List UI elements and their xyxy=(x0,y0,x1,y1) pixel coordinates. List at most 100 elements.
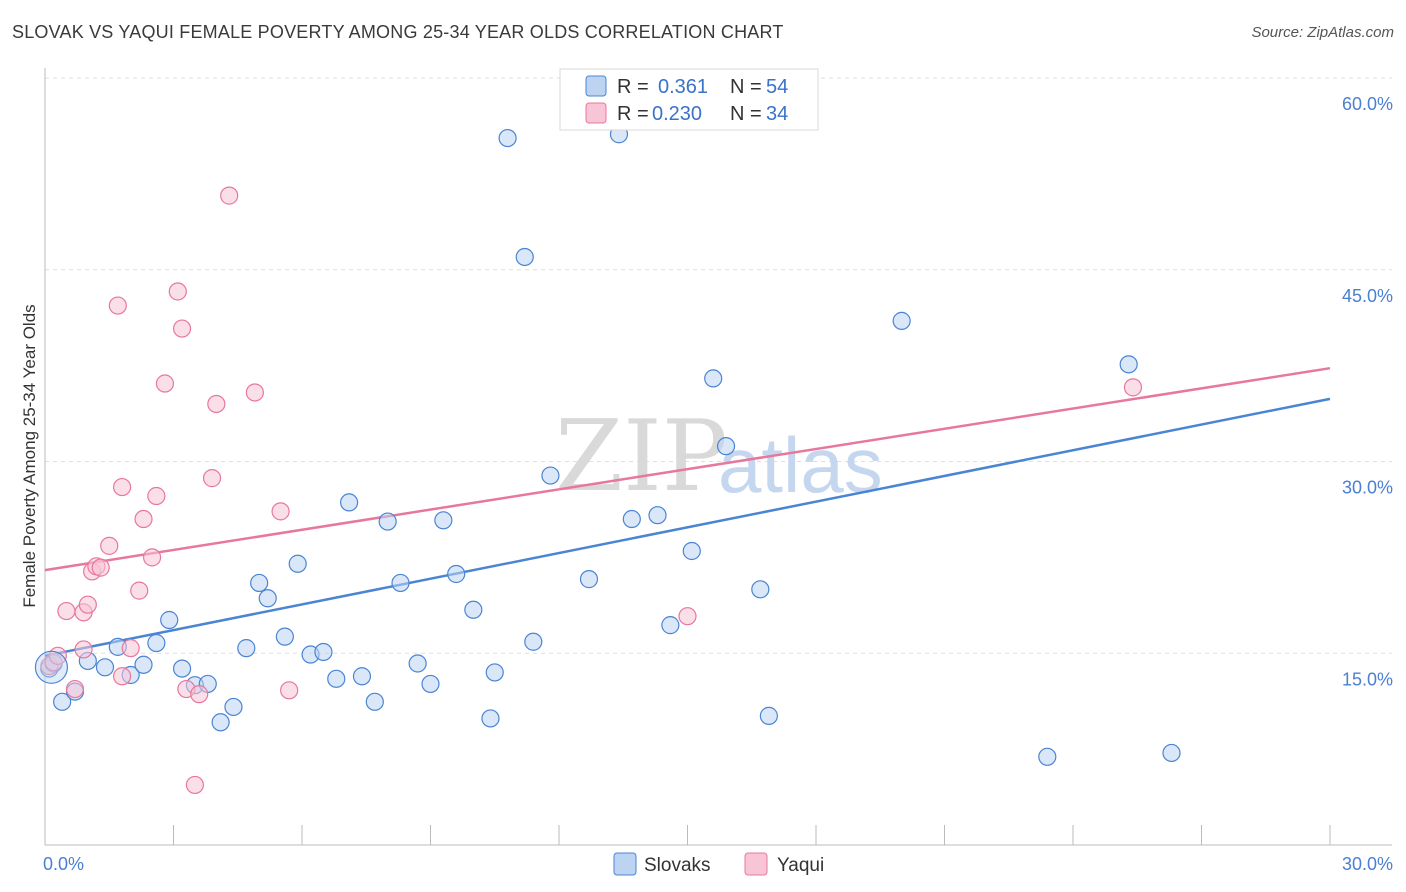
y-tick-label: 60.0% xyxy=(1342,94,1393,114)
legend-r-value-slovaks: 0.361 xyxy=(658,76,708,98)
yaqui-point xyxy=(207,394,226,414)
chart-title: SLOVAK VS YAQUI FEMALE POVERTY AMONG 25-… xyxy=(12,22,784,42)
yaqui-series-label: Yaqui xyxy=(777,855,824,876)
slovaks-point xyxy=(541,466,560,485)
gridlines xyxy=(45,77,1392,654)
slovaks-point xyxy=(1119,355,1138,374)
yaqui-point xyxy=(220,186,239,205)
trendlines xyxy=(44,366,1331,658)
axis-labels: 15.0% 30.0% 45.0% 60.0% 0.0% 30.0% Female Pove… xyxy=(20,94,1393,874)
slovaks-point xyxy=(365,692,384,711)
slovaks-point xyxy=(1038,747,1057,766)
slovaks-point xyxy=(515,247,534,267)
slovaks-point xyxy=(275,627,294,646)
yaqui-point xyxy=(202,469,222,488)
slovaks-point xyxy=(352,667,372,686)
slovaks-point xyxy=(661,616,680,635)
yaqui-point xyxy=(190,685,209,704)
slovaks-point xyxy=(648,506,667,525)
slovaks-point xyxy=(250,573,269,593)
yaqui-point xyxy=(78,595,97,614)
slovaks-point xyxy=(892,311,911,330)
slovaks-point xyxy=(421,674,440,694)
y-tick-label: 15.0% xyxy=(1342,669,1393,689)
yaqui-point xyxy=(142,548,162,567)
y-tick-label: 45.0% xyxy=(1342,286,1393,306)
slovaks-point xyxy=(447,564,466,584)
trendline-slovaks xyxy=(44,397,1331,658)
data-points xyxy=(34,125,1181,795)
yaqui-point xyxy=(147,486,166,506)
slovaks-point xyxy=(160,610,179,630)
x-tick-label-max: 30.0% xyxy=(1342,854,1393,874)
slovaks-point xyxy=(391,573,410,593)
legend-n-label-yaqui: N = xyxy=(730,103,762,125)
legend-n-label-slovaks: N = xyxy=(730,76,762,98)
slovaks-point xyxy=(327,669,346,688)
slovaks-point xyxy=(759,706,778,725)
yaqui-point xyxy=(1123,378,1143,397)
slovaks-point xyxy=(172,659,192,678)
yaqui-point xyxy=(271,502,290,521)
trendline-yaqui xyxy=(44,366,1331,572)
axes xyxy=(44,68,1392,846)
yaqui-point xyxy=(112,477,132,497)
series-legend: Slovaks Yaqui xyxy=(613,852,824,876)
source-credit: Source: ZipAtlas.com xyxy=(1251,24,1394,41)
slovaks-point xyxy=(314,642,333,662)
slovaks-point xyxy=(524,632,543,651)
slovaks-point xyxy=(716,437,736,456)
slovaks-point xyxy=(485,663,504,682)
slovaks-point xyxy=(1162,743,1181,763)
slovaks-point xyxy=(53,692,72,711)
yaqui-point xyxy=(168,282,187,301)
slovaks-point xyxy=(434,511,453,530)
y-axis-label: Female Poverty Among 25-34 Year Olds xyxy=(20,304,39,607)
slovaks-point xyxy=(147,633,166,653)
slovaks-point xyxy=(498,128,517,148)
slovaks-legend-swatch xyxy=(585,75,607,97)
legend-n-value-slovaks: 54 xyxy=(766,76,788,98)
yaqui-point xyxy=(172,319,192,338)
slovaks-point xyxy=(751,580,770,599)
yaqui-point xyxy=(678,607,697,626)
slovaks-point xyxy=(408,654,427,673)
slovaks-point xyxy=(579,570,599,589)
slovaks-series-swatch xyxy=(613,852,637,876)
slovaks-point xyxy=(288,554,307,573)
correlation-legend: R = 0.361 N = 54 R = 0.230 N = 34 xyxy=(559,68,819,131)
yaqui-point xyxy=(130,581,149,600)
slovaks-point xyxy=(682,541,701,561)
slovaks-point xyxy=(378,512,397,531)
watermark-zip: ZIP xyxy=(555,400,728,514)
yaqui-point xyxy=(134,509,153,529)
slovaks-cluster-point xyxy=(34,650,69,684)
yaqui-point xyxy=(112,667,132,686)
yaqui-point xyxy=(91,558,110,577)
legend-r-label-slovaks: R = xyxy=(617,76,649,98)
yaqui-point xyxy=(155,374,175,393)
slovaks-series-label: Slovaks xyxy=(644,855,711,876)
slovaks-point xyxy=(95,658,115,677)
x-tick-label-min: 0.0% xyxy=(43,854,84,874)
yaqui-point xyxy=(65,679,85,699)
yaqui-point xyxy=(245,383,264,402)
slovaks-point xyxy=(704,369,723,388)
y-tick-label: 30.0% xyxy=(1342,478,1393,498)
legend-r-value-yaqui: 0.230 xyxy=(652,103,702,125)
slovaks-point xyxy=(224,697,243,717)
yaqui-point xyxy=(121,639,140,658)
yaqui-point xyxy=(108,296,127,315)
slovaks-point xyxy=(622,509,641,529)
slovaks-point xyxy=(237,639,256,658)
watermark-atlas: atlas xyxy=(718,421,883,509)
slovaks-point xyxy=(340,493,359,512)
yaqui-point xyxy=(74,640,93,659)
yaqui-point xyxy=(185,775,205,795)
yaqui-point xyxy=(57,601,76,621)
yaqui-point xyxy=(280,681,299,700)
legend-n-value-yaqui: 34 xyxy=(766,103,788,125)
slovaks-point xyxy=(464,600,483,619)
yaqui-legend-swatch xyxy=(585,102,607,124)
